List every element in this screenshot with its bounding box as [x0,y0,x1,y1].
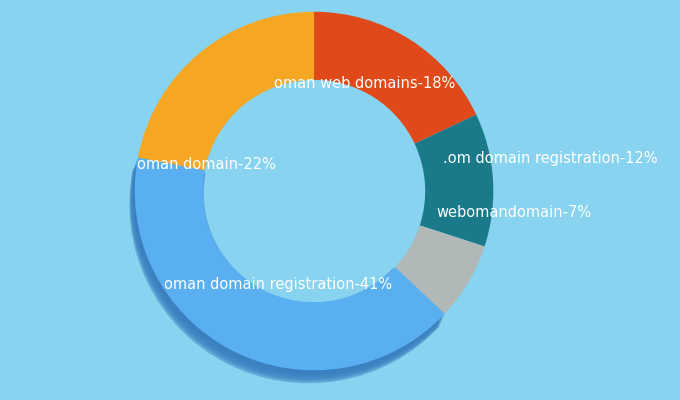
Text: webomandomain-7%: webomandomain-7% [436,205,591,220]
Wedge shape [134,160,444,372]
Wedge shape [131,168,440,381]
Wedge shape [138,12,314,170]
Wedge shape [314,12,476,144]
Wedge shape [135,158,445,370]
Text: oman domain-22%: oman domain-22% [137,157,276,172]
Text: oman domain registration-41%: oman domain registration-41% [164,277,392,292]
Wedge shape [415,115,493,246]
Text: .om domain registration-12%: .om domain registration-12% [443,151,658,166]
Text: oman web domains-18%: oman web domains-18% [273,76,455,91]
Wedge shape [131,166,441,379]
Wedge shape [133,162,443,375]
Wedge shape [395,225,485,314]
Wedge shape [132,164,442,377]
Wedge shape [129,170,439,383]
